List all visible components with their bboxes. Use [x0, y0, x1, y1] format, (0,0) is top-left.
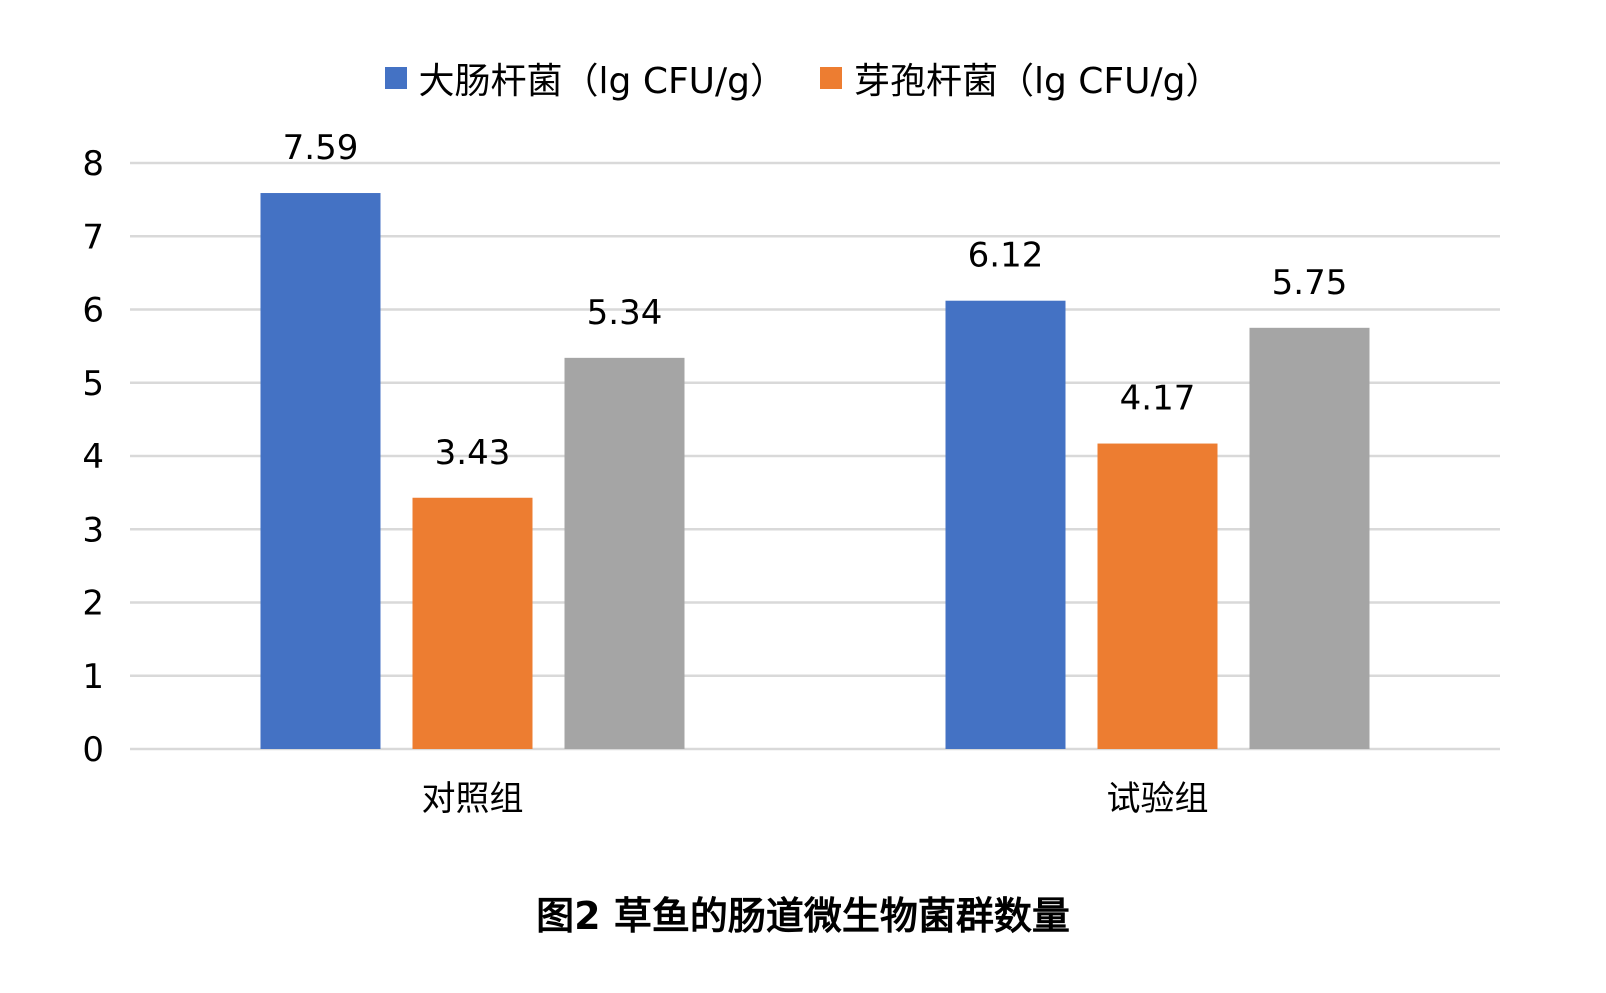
- figure-caption: 图2 草鱼的肠道微生物菌群数量: [536, 894, 1070, 938]
- bar-series1-cat1: [1097, 443, 1218, 749]
- data-label-series2-cat0: 5.34: [587, 293, 663, 333]
- y-tick-label-6: 6: [82, 291, 104, 331]
- data-label-series1-cat0: 3.43: [435, 433, 511, 473]
- y-tick-label-5: 5: [82, 364, 104, 404]
- legend-item-ecoli: 大肠杆菌（lg CFU/g）: [384, 52, 786, 104]
- bar-series1-cat0: [412, 497, 533, 749]
- data-label-series0-cat0: 7.59: [283, 128, 359, 168]
- bar-series0-cat0: [260, 193, 381, 750]
- y-tick-label-8: 8: [82, 144, 104, 184]
- x-category-label-0: 对照组: [422, 779, 524, 819]
- y-tick-label-2: 2: [82, 584, 104, 624]
- y-tick-label-0: 0: [82, 730, 104, 770]
- legend-label-bacillus: 芽孢杆菌（lg CFU/g）: [854, 61, 1222, 102]
- legend-swatch-bacillus: [820, 67, 842, 89]
- bar-series2-cat0: [564, 357, 685, 749]
- y-tick-label-7: 7: [82, 217, 104, 257]
- legend-swatch-ecoli: [384, 67, 407, 89]
- legend: 大肠杆菌（lg CFU/g） 芽孢杆菌（lg CFU/g）: [0, 52, 1606, 104]
- y-tick-label-3: 3: [82, 510, 104, 550]
- legend-label-ecoli: 大肠杆菌（lg CFU/g）: [418, 61, 786, 102]
- bar-series2-cat1: [1249, 327, 1370, 749]
- data-label-series1-cat1: 4.17: [1120, 379, 1196, 419]
- bar-series0-cat1: [945, 300, 1066, 749]
- x-category-label-1: 试验组: [1107, 779, 1209, 819]
- data-label-series0-cat1: 6.12: [968, 236, 1044, 276]
- y-tick-label-1: 1: [82, 657, 104, 697]
- data-label-series2-cat1: 5.75: [1272, 263, 1348, 303]
- y-tick-label-4: 4: [82, 437, 104, 477]
- legend-item-bacillus: 芽孢杆菌（lg CFU/g）: [820, 52, 1221, 104]
